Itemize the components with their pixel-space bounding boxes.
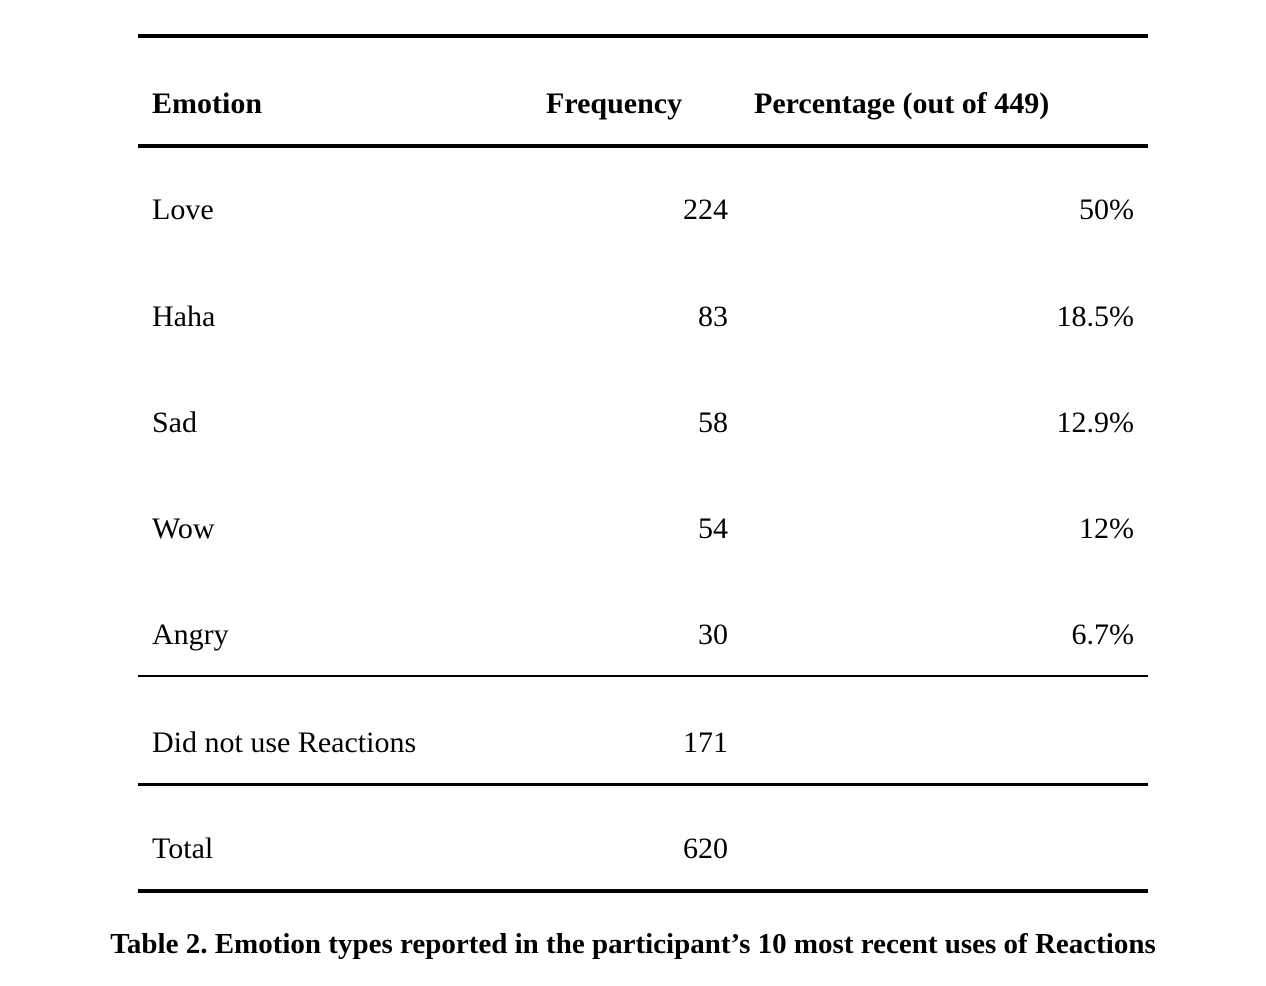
row-emotion-angry: Angry: [152, 618, 229, 651]
reactions-rule: [138, 675, 1148, 677]
row-emotion-total: Total: [152, 832, 214, 865]
row-emotion-love: Love: [152, 193, 214, 226]
row-emotion-no-reactions: Did not use Reactions: [152, 726, 417, 759]
row-frequency-total: 620: [683, 832, 728, 865]
row-frequency-angry: 30: [698, 618, 728, 651]
row-frequency-sad: 58: [698, 406, 728, 439]
header-percentage: Percentage (out of 449): [754, 87, 1050, 120]
row-percentage-love: 50%: [1079, 193, 1134, 226]
row-percentage-angry: 6.7%: [1071, 618, 1135, 651]
table-caption: Table 2. Emotion types reported in the p…: [110, 928, 1156, 960]
row-emotion-sad: Sad: [152, 406, 197, 439]
row-frequency-love: 224: [683, 193, 728, 226]
row-frequency-no-reactions: 171: [683, 726, 728, 759]
row-frequency-haha: 83: [698, 300, 728, 333]
total-rule: [138, 783, 1148, 786]
table-bottom-rule: [138, 889, 1148, 893]
row-percentage-haha: 18.5%: [1056, 300, 1135, 333]
row-percentage-wow: 12%: [1079, 512, 1134, 545]
row-emotion-haha: Haha: [152, 300, 216, 333]
row-percentage-sad: 12.9%: [1056, 406, 1135, 439]
row-frequency-wow: 54: [698, 512, 728, 545]
row-emotion-wow: Wow: [152, 512, 215, 545]
table-top-rule: [138, 34, 1148, 38]
header-rule: [138, 144, 1148, 148]
header-frequency: Frequency: [546, 87, 683, 120]
header-emotion: Emotion: [152, 87, 263, 120]
